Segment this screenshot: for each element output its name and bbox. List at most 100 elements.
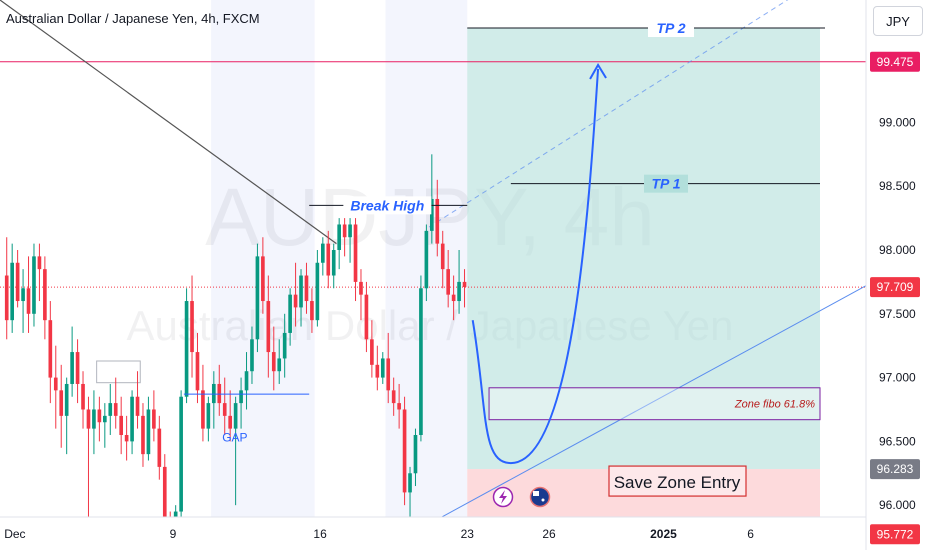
candle[interactable]	[157, 415, 162, 480]
price-label-bg	[870, 277, 920, 298]
candle[interactable]	[217, 364, 222, 416]
candle[interactable]	[277, 339, 282, 384]
candle[interactable]	[59, 364, 64, 448]
candle[interactable]	[446, 250, 450, 308]
candle[interactable]	[26, 256, 31, 333]
candle[interactable]	[184, 288, 189, 404]
candle[interactable]	[222, 377, 227, 435]
candle[interactable]	[375, 345, 380, 391]
candle-body	[293, 294, 298, 308]
candle-body	[37, 256, 42, 270]
candle[interactable]	[331, 243, 336, 289]
candle-body	[364, 294, 369, 340]
lightning-icon[interactable]	[492, 486, 514, 508]
currency-button[interactable]: JPY	[873, 6, 923, 36]
candle[interactable]	[37, 243, 42, 302]
candle[interactable]	[408, 466, 412, 525]
candle[interactable]	[190, 275, 194, 378]
candle[interactable]	[288, 288, 292, 346]
candle[interactable]	[86, 396, 91, 518]
candle[interactable]	[103, 403, 107, 448]
candles	[4, 154, 467, 550]
candle[interactable]	[201, 364, 205, 442]
candle[interactable]	[430, 154, 434, 244]
candle[interactable]	[75, 339, 80, 404]
candle[interactable]	[326, 230, 331, 289]
candle[interactable]	[15, 250, 20, 308]
candle[interactable]	[152, 390, 156, 442]
candle[interactable]	[304, 262, 309, 314]
candle[interactable]	[124, 415, 129, 461]
candle-body	[353, 224, 358, 282]
candle[interactable]	[92, 390, 96, 455]
candle[interactable]	[397, 383, 401, 429]
australia-flag-icon[interactable]	[529, 486, 551, 508]
candle[interactable]	[119, 396, 123, 455]
candle[interactable]	[113, 377, 118, 429]
candle[interactable]	[212, 371, 216, 429]
candle[interactable]	[135, 371, 140, 429]
candle[interactable]	[299, 269, 303, 327]
candle[interactable]	[353, 218, 358, 302]
candle-body	[48, 320, 53, 378]
candle[interactable]	[435, 179, 440, 257]
candle[interactable]	[348, 218, 352, 263]
candle[interactable]	[108, 383, 113, 435]
candle[interactable]	[206, 396, 211, 442]
candle[interactable]	[271, 326, 276, 391]
candle[interactable]	[233, 396, 238, 506]
candle[interactable]	[321, 237, 325, 276]
candle-body	[337, 224, 341, 250]
candle[interactable]	[261, 237, 265, 314]
candle[interactable]	[4, 237, 9, 340]
candle[interactable]	[370, 320, 374, 378]
y-tick-label: 97.000	[879, 371, 916, 385]
candle[interactable]	[386, 332, 391, 404]
candle[interactable]	[419, 275, 423, 442]
candle[interactable]	[391, 377, 396, 416]
candle[interactable]	[359, 269, 363, 321]
projection-arrow-head	[589, 63, 607, 80]
candle[interactable]	[440, 230, 445, 289]
candle[interactable]	[293, 262, 298, 327]
candle[interactable]	[70, 326, 74, 397]
candle[interactable]	[244, 352, 249, 410]
candle[interactable]	[53, 345, 58, 429]
candle-body	[32, 256, 36, 314]
candle[interactable]	[32, 243, 36, 327]
candle[interactable]	[457, 250, 461, 314]
candle[interactable]	[43, 256, 47, 340]
candle[interactable]	[146, 396, 151, 461]
projection-curve	[471, 68, 600, 465]
candle-body	[250, 339, 254, 372]
candle[interactable]	[413, 428, 418, 487]
candle[interactable]	[141, 403, 145, 467]
candle[interactable]	[337, 218, 341, 270]
candle[interactable]	[342, 218, 347, 257]
candle[interactable]	[315, 250, 320, 327]
candle[interactable]	[179, 390, 183, 518]
candle[interactable]	[282, 313, 287, 378]
candle[interactable]	[266, 275, 271, 378]
candle[interactable]	[250, 326, 254, 384]
candle[interactable]	[81, 371, 85, 429]
candle[interactable]	[228, 390, 232, 442]
candle[interactable]	[21, 269, 25, 333]
candle[interactable]	[462, 269, 467, 308]
candle[interactable]	[364, 281, 369, 353]
candle[interactable]	[48, 301, 53, 404]
candle[interactable]	[402, 396, 407, 506]
candle[interactable]	[195, 332, 200, 404]
time-axis	[0, 517, 866, 550]
candle[interactable]	[10, 243, 14, 333]
candle[interactable]	[239, 377, 243, 429]
candle[interactable]	[310, 288, 314, 333]
candle[interactable]	[64, 377, 69, 455]
candle[interactable]	[424, 224, 429, 302]
candle[interactable]	[380, 352, 385, 384]
candle[interactable]	[255, 243, 260, 353]
candle[interactable]	[97, 396, 102, 442]
candle[interactable]	[451, 275, 456, 321]
candle[interactable]	[130, 390, 134, 455]
